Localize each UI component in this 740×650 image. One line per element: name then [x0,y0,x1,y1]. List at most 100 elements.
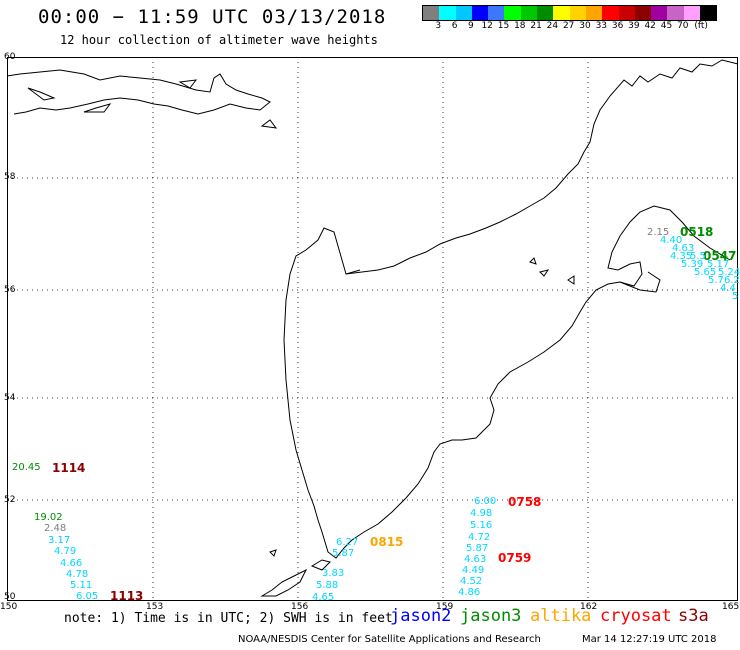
map-title: 00:00 − 11:59 UTC 03/13/2018 [38,6,387,28]
colorbar-tick-label: 27 [562,21,575,31]
colorbar-swatch [537,6,554,20]
map-subtitle: 12 hour collection of altimeter wave hei… [60,33,378,47]
wave-height-label: 5.65 [694,267,717,278]
colorbar-tick-label: 24 [546,21,559,31]
wave-height-label: 4.63 [464,554,487,565]
wave-height-label: 4.86 [458,587,481,598]
colorbar-tick-label: 70 [677,21,689,31]
lat-label: 58 [4,172,16,182]
wave-height-label: 5.11 [70,580,93,591]
wave-height-label: 6.2 [724,275,740,286]
wave-height-label: 2.15 [647,227,670,238]
pass-time-label: 0518 [680,225,714,239]
lon-label: 156 [291,602,309,612]
colorbar-tick-label: 18 [514,21,526,31]
credit-line: NOAA/NESDIS Center for Satellite Applica… [238,634,541,645]
colorbar-swatch [423,6,440,20]
colorbar-swatch [569,6,586,20]
wave-height-label: 4.78 [66,569,89,580]
colorbar-tick-label: 15 [497,21,510,31]
lon-label: 153 [146,602,164,612]
wave-height-label: 4.79 [54,546,77,557]
colorbar-swatch [520,6,538,20]
colorbar-swatch [618,6,635,20]
lon-label: 159 [436,602,454,612]
colorbar-tick-label: 6 [451,21,458,31]
colorbar-swatch [439,6,456,20]
lat-label: 60 [4,52,16,62]
wave-height-label: 4.65 [312,592,335,603]
satellite-legend-jason2: jason2 [390,606,452,626]
colorbar-swatch [602,6,619,20]
colorbar-swatch [488,6,505,20]
wave-height-label: 5.5 [690,251,706,262]
wave-height-label: 4.63 [672,243,695,254]
map-frame [7,57,738,601]
wave-height-label: 5.24 [718,267,740,278]
colorbar-tick-label: 30 [579,21,591,31]
colorbar-tick-label: 3 [435,21,442,31]
lon-label: 162 [580,602,598,612]
wave-height-label: 6.05 [76,591,99,602]
lat-label: 56 [4,285,16,295]
wave-height-label: 4.4 [720,283,736,294]
pass-time-label: 0547 [703,249,737,263]
colorbar-swatch [700,6,717,20]
wave-height-label: 5.87 [466,543,489,554]
wave-height-label: 4.66 [60,558,83,569]
lon-label: 165 [722,602,740,612]
satellite-legend-jason3: jason3 [460,606,522,626]
colorbar-tick-label: 12 [481,21,493,31]
wave-height-label: 6.00 [474,496,497,507]
pass-time-label: 0759 [498,551,532,565]
pass-time-label: 0815 [370,535,404,549]
colorbar-tick-label: 36 [611,21,624,31]
wave-height-label: 2.48 [44,523,67,534]
footer-note: note: 1) Time is in UTC; 2) SWH is in fe… [64,611,393,626]
colorbar-tick-label: 45 [660,21,673,31]
wave-height-label: 4.98 [470,508,493,519]
lat-label: 52 [4,495,16,505]
wave-height-label: 4.35 [670,251,693,262]
generated-timestamp: Mar 14 12:27:19 UTC 2018 [582,634,717,645]
wave-height-label: 5.17 [707,259,730,270]
wave-height-label: 3.17 [48,535,71,546]
wave-height-label: 5.87 [332,548,355,559]
satellite-legend-cryosat: cryosat [600,606,672,626]
graticule [7,57,738,601]
wave-height-label: 19.02 [34,512,63,523]
satellite-legend-s3a: s3a [678,606,709,626]
wave-height-label: 4.52 [460,576,483,587]
wave-height-label: 5 [732,291,739,302]
colorbar-swatch [683,6,701,20]
colorbar-swatch [553,6,570,20]
colorbar-swatch [651,6,668,20]
colorbar-tick-label: 39 [628,21,640,31]
colorbar-swatch [634,6,652,20]
wave-height-label: 20.45 [12,462,41,473]
colorbar-tick-label: (ft) [694,21,708,31]
wave-height-label: 4.72 [468,532,491,543]
colorbar-swatch [455,6,472,20]
wave-height-label: 3.83 [322,568,345,579]
wave-height-label: 5.16 [470,520,493,531]
colorbar-tick-label: 33 [595,21,608,31]
colorbar-swatch [585,6,603,20]
lat-label: 50 [4,592,16,602]
pass-time-label: 0758 [508,495,542,509]
colorbar-tick-label: 42 [644,21,656,31]
lat-label: 54 [4,393,16,403]
colorbar-swatch [471,6,489,20]
wave-height-label: 4.40 [660,235,683,246]
coastline [6,59,739,597]
colorbar-legend [422,5,718,21]
wave-height-label: 5.39 [681,259,704,270]
colorbar-swatch [667,6,684,20]
pass-time-label: 1114 [52,461,86,475]
wave-height-label: 5.7 [708,275,724,286]
pass-time-label: 1113 [110,589,144,603]
colorbar-tick-label: 21 [530,21,542,31]
wave-height-label: 6.27 [336,537,359,548]
colorbar-tick-label: 9 [468,21,474,31]
